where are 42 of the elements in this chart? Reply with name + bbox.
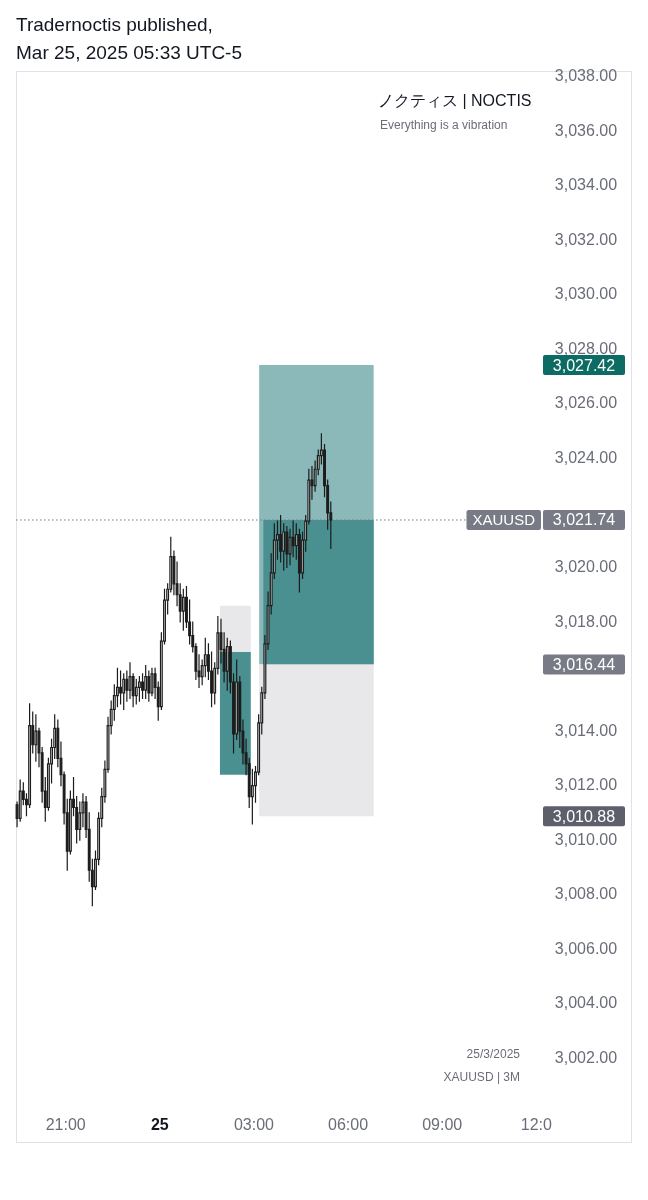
y-tick-label: 3,024.00 (554, 448, 618, 466)
price-label: 3,010.88 (543, 806, 625, 827)
ref-line-label: XAUUSD (472, 511, 536, 529)
x-tick-label: 25 (150, 1115, 169, 1133)
annotation: 3,010.88 (552, 807, 616, 825)
y-tick-label: 3,006.00 (554, 939, 618, 957)
y-tick-label: 3,036.00 (554, 121, 618, 139)
y-tick-label: 3,018.00 (554, 612, 618, 630)
annotation: 3,027.42 (552, 356, 616, 374)
annotation: 3,021.74 (552, 511, 616, 529)
annotation: 25/3/2025 (466, 1047, 521, 1061)
annotation: Everything is a vibration (380, 118, 508, 132)
candlestick (285, 525, 289, 569)
y-tick-label: 3,002.00 (554, 1048, 618, 1066)
price-label: 3,016.44 (543, 654, 625, 675)
price-label: 3,021.74 (543, 510, 625, 530)
y-tick-label: 3,028.00 (554, 339, 618, 357)
annotation: XAUUSD | 3M (443, 1070, 520, 1084)
annotation: 3,016.44 (552, 656, 616, 674)
chart-subtitle: Mar 25, 2025 05:33 UTC-5 (16, 42, 243, 63)
candlestick (137, 675, 141, 702)
x-tick-label: 21:00 (45, 1115, 86, 1133)
y-tick-label: 3,030.00 (554, 285, 618, 303)
x-tick-label: 09:00 (422, 1115, 463, 1133)
chart-title: Tradernoctis published, (16, 14, 213, 35)
y-tick-label: 3,026.00 (554, 394, 618, 412)
x-tick-label: 12:0 (520, 1115, 552, 1133)
y-tick-label: 3,020.00 (554, 557, 618, 575)
y-tick-label: 3,010.00 (554, 830, 618, 848)
y-tick-label: 3,004.00 (554, 994, 618, 1012)
y-tick-label: 3,014.00 (554, 721, 618, 739)
candlestick (122, 673, 126, 710)
y-tick-label: 3,032.00 (554, 230, 618, 248)
y-tick-label: 3,008.00 (554, 885, 618, 903)
x-tick-label: 06:00 (328, 1115, 369, 1133)
y-tick-label: 3,034.00 (554, 176, 618, 194)
y-tick-label: 3,012.00 (554, 776, 618, 794)
price-label: 3,027.42 (543, 355, 625, 376)
y-tick-label: 3,038.00 (554, 66, 618, 84)
x-tick-label: 03:00 (233, 1115, 275, 1133)
candlestick (144, 665, 148, 699)
annotation: ノクティス | NOCTIS (378, 92, 532, 109)
